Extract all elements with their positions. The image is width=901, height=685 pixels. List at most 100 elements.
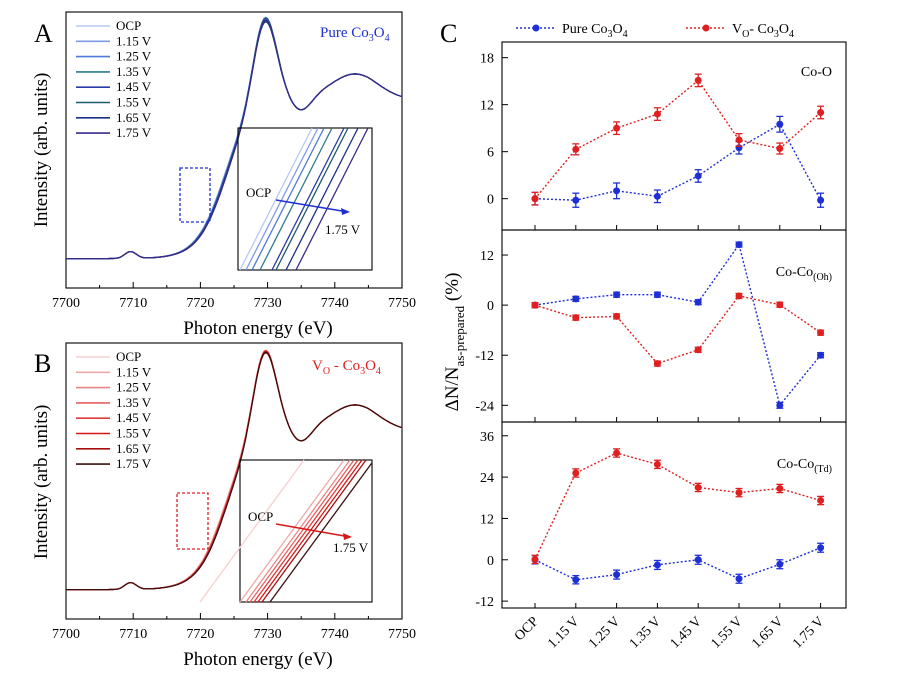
data-point <box>572 314 580 322</box>
panel-a-inset-arrow <box>275 199 349 213</box>
category-label-4: 1.45 V <box>668 614 705 651</box>
xtick-label-7740: 7740 <box>321 627 349 642</box>
data-point <box>817 109 825 116</box>
ytick-label-0: 0 <box>487 299 494 314</box>
data-point <box>776 401 784 409</box>
panel-b-inset-start-label: OCP <box>248 509 273 524</box>
panel-b-inset-frame <box>239 459 373 603</box>
data-point <box>694 172 702 180</box>
legend-label-0: OCP <box>116 349 141 364</box>
category-label-5: 1.55 V <box>708 614 745 651</box>
xtick-label-7700: 7700 <box>52 627 80 642</box>
data-point <box>694 346 702 354</box>
series-pure <box>531 542 825 585</box>
series-vo <box>531 292 825 368</box>
category-label-2: 1.25 V <box>586 614 623 651</box>
series-line <box>534 295 821 365</box>
panel-c-ylabel: ΔN/Nas-prepared (%) <box>442 273 467 412</box>
inset-line-1 <box>239 459 345 603</box>
data-point <box>817 351 825 359</box>
data-point <box>694 76 702 84</box>
data-point <box>613 312 621 320</box>
ytick-label-24: 24 <box>480 471 494 486</box>
legend-pure-marker <box>532 24 540 32</box>
legend-vo-marker <box>702 24 710 32</box>
legend-label-5: 1.55 V <box>116 95 152 110</box>
data-point <box>817 497 825 505</box>
data-point <box>613 291 621 299</box>
legend-label-7: 1.75 V <box>116 456 152 471</box>
data-point <box>735 489 743 497</box>
data-point <box>653 192 661 200</box>
legend-label-6: 1.65 V <box>116 110 152 125</box>
xtick-label-7730: 7730 <box>254 627 282 642</box>
data-point <box>653 110 661 118</box>
panel-a-inset-end-label: 1.75 V <box>325 222 361 237</box>
ytick-label-12: 12 <box>480 99 494 114</box>
panel-a-inset: OCP 1.75 V <box>237 127 373 271</box>
subplot-co-cooh: -24 -12 0 12 Co-Co(Oh) <box>475 229 847 423</box>
panel-a-inset-lines <box>239 127 369 271</box>
panel-a-ylabel: Intensity (arb. units) <box>31 73 52 228</box>
category-label-6: 1.65 V <box>749 614 786 651</box>
data-point <box>694 483 702 491</box>
legend-label-0: OCP <box>116 18 141 33</box>
inset-line-2 <box>245 459 351 603</box>
data-point <box>613 571 621 579</box>
ytick-label-0: 0 <box>487 193 494 208</box>
legend-label-4: 1.45 V <box>116 410 152 425</box>
inset-line-0 <box>199 459 305 603</box>
legend-label-5: 1.55 V <box>116 426 152 441</box>
inset-line-3 <box>259 127 333 271</box>
inset-line-1 <box>245 127 319 271</box>
inset-line-3 <box>249 459 355 603</box>
category-label-1: 1.15 V <box>545 614 582 651</box>
xtick-label-7710: 7710 <box>119 627 147 642</box>
data-point <box>572 196 580 204</box>
data-point <box>531 301 539 309</box>
panel-a-inset-arrowhead <box>341 208 350 215</box>
legend-label-2: 1.25 V <box>116 380 152 395</box>
panel-b-inset-lines <box>199 459 373 603</box>
panel-b-spectra <box>66 349 403 591</box>
panel-a-title: Pure Co3O4 <box>320 25 390 44</box>
legend-label-1: 1.15 V <box>116 33 152 48</box>
data-point <box>817 544 825 552</box>
xtick-label-7750: 7750 <box>388 296 416 311</box>
subplot-co-o: 0 6 12 18 Co-O <box>480 41 847 231</box>
panel-c: C Pure Co3O4 VO- Co3O4 ΔN/Nas-prepared (… <box>440 19 847 652</box>
legend-label-1: 1.15 V <box>116 364 152 379</box>
ytick-label--12: -12 <box>475 349 494 364</box>
panel-b-inset-arrowhead <box>343 533 352 540</box>
series-line <box>534 123 822 201</box>
inset-line-0 <box>239 127 313 271</box>
subplot-name: Co-O <box>801 65 832 80</box>
data-point <box>572 469 580 477</box>
legend-label-4: 1.45 V <box>116 79 152 94</box>
series-line <box>534 79 822 200</box>
subplot-name: Co-Co(Oh) <box>776 265 832 283</box>
data-point <box>653 460 661 468</box>
xtick-label-7730: 7730 <box>254 296 282 311</box>
inset-line-5 <box>257 459 363 603</box>
xtick-label-7720: 7720 <box>186 296 214 311</box>
series-line <box>534 452 821 560</box>
subplot-name: Co-Co(Td) <box>777 457 832 475</box>
inset-line-4 <box>271 127 345 271</box>
data-point <box>735 241 743 249</box>
data-point <box>817 196 825 204</box>
panel-c-legend: Pure Co3O4 VO- Co3O4 <box>516 22 794 40</box>
ytick-label--24: -24 <box>475 399 494 414</box>
panel-c-subplots: 0 6 12 18 Co-O -24 -12 0 12 Co-Co(Oh) -12 0 12 24 36 Co… <box>475 41 847 610</box>
ytick-label-36: 36 <box>480 430 494 445</box>
data-point <box>653 561 661 569</box>
inset-line-7 <box>295 127 369 271</box>
legend-label-3: 1.35 V <box>116 395 152 410</box>
panel-a-xticks: 7700 7710 7720 7730 7740 7750 <box>52 282 416 311</box>
legend-label-2: 1.25 V <box>116 49 152 64</box>
legend-label-6: 1.65 V <box>116 441 152 456</box>
ytick-label--12: -12 <box>475 595 494 610</box>
